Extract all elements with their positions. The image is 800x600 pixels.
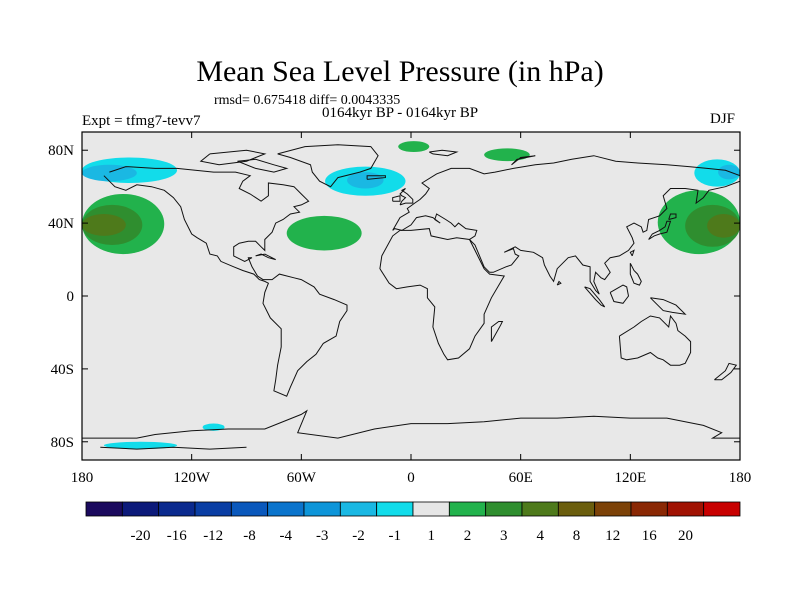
coastline-segment xyxy=(237,158,289,173)
colorbar-swatch xyxy=(557,501,596,517)
season-label: DJF xyxy=(710,111,736,127)
anomaly-north-pacific-low-west-core xyxy=(82,164,137,182)
colorbar-label: -8 xyxy=(243,528,256,544)
coastline-segment xyxy=(366,175,386,180)
coastline-segment xyxy=(609,284,630,304)
colorbar-swatch xyxy=(303,501,341,517)
anomaly-arctic-high-siberia xyxy=(484,148,530,162)
colorbar-swatch xyxy=(85,501,123,517)
colorbar-label: 12 xyxy=(605,528,620,544)
anomaly-pacific-high-east-core xyxy=(707,214,740,238)
colorbar-label: 16 xyxy=(642,528,658,544)
coastline-segment xyxy=(392,180,740,295)
colorbar-label: -20 xyxy=(131,528,151,544)
anomaly-atlantic-high xyxy=(286,215,362,251)
x-tick-label: 180 xyxy=(729,470,752,486)
colorbar-swatch xyxy=(194,501,232,517)
coastline-segment xyxy=(82,409,740,439)
colorbar-label: -3 xyxy=(316,528,329,544)
coastline-segment xyxy=(556,280,562,286)
coastline-segment xyxy=(399,188,414,206)
coastline-segment xyxy=(277,144,379,188)
coastline-segment xyxy=(584,286,606,308)
chart-title: Mean Sea Level Pressure (in hPa) xyxy=(196,55,604,88)
y-tick-label: 80S xyxy=(51,435,74,451)
colorbar-swatch xyxy=(666,501,705,517)
colorbar-label: 4 xyxy=(536,528,544,544)
coastline-segment xyxy=(629,262,642,286)
colorbar-label: -12 xyxy=(203,528,223,544)
rmsd-diff-stats: rmsd= 0.675418 diff= 0.0043335 xyxy=(214,93,401,108)
coastline-segment xyxy=(650,297,687,315)
coastline-segment xyxy=(648,220,672,240)
coastline-segment xyxy=(392,195,401,202)
x-tick-label: 0 xyxy=(407,470,415,486)
anomaly-arctic-high-europe xyxy=(398,141,430,153)
colorbar-label: -4 xyxy=(280,528,293,544)
colorbar-swatch xyxy=(521,501,559,517)
colorbar-swatch xyxy=(230,501,269,517)
colorbar-label: -16 xyxy=(167,528,187,544)
colorbar-swatch xyxy=(412,501,450,517)
colorbar-swatch xyxy=(703,501,741,517)
y-tick-label: 40N xyxy=(48,216,74,232)
coastlines xyxy=(82,144,740,450)
colorbar-swatch xyxy=(158,501,196,517)
anomaly-southern-ocean-low-1 xyxy=(103,441,178,450)
colorbar-label: 20 xyxy=(678,528,693,544)
y-tick-label: 0 xyxy=(67,289,75,305)
colorbar-swatch xyxy=(121,501,160,517)
coastline-segment xyxy=(511,155,536,166)
colorbar-swatch xyxy=(267,501,305,517)
coastline-segment xyxy=(392,155,740,231)
colorbar-swatch xyxy=(630,501,668,517)
x-tick-label: 120E xyxy=(614,470,646,486)
x-tick-label: 60E xyxy=(509,470,533,486)
coastline-segment xyxy=(629,249,635,257)
x-tick-label: 120W xyxy=(173,470,211,486)
x-tick-label: 60W xyxy=(287,470,317,486)
map-background xyxy=(82,132,740,460)
coastline-segment xyxy=(255,253,276,261)
colorbar-swatch xyxy=(485,501,523,517)
experiment-label: Expt = tfmg7-tevv7 xyxy=(82,113,201,129)
coastline-segment xyxy=(714,362,738,381)
coastline-segment xyxy=(490,321,504,342)
colorbar-label: 1 xyxy=(427,528,435,544)
coastline-segment xyxy=(429,149,459,157)
colorbar-label: -1 xyxy=(389,528,402,544)
coastline-segment xyxy=(103,166,348,397)
colorbar-swatch xyxy=(594,501,632,517)
y-tick-label: 80N xyxy=(48,143,74,159)
coastline-segment xyxy=(618,314,692,366)
coastline-segment xyxy=(668,213,677,220)
period-label: 0164kyr BP - 0164kyr BP xyxy=(322,105,479,121)
x-tick-label: 180 xyxy=(71,470,94,486)
colorbar-label: -2 xyxy=(352,528,365,544)
coastline-segment xyxy=(379,228,506,361)
anomaly-pacific-high-west-core xyxy=(82,214,126,236)
colorbar-swatch xyxy=(448,501,487,517)
colorbar-label: 8 xyxy=(573,528,581,544)
coastline-segment xyxy=(199,149,267,166)
y-tick-label: 40S xyxy=(51,362,74,378)
coastline-segment xyxy=(100,446,247,450)
colorbar-label: 2 xyxy=(464,528,472,544)
colorbar-label: 3 xyxy=(500,528,508,544)
colorbar-swatch xyxy=(339,501,378,517)
colorbar-swatch xyxy=(376,501,414,517)
anomaly-north-atlantic-low-core xyxy=(347,172,384,189)
